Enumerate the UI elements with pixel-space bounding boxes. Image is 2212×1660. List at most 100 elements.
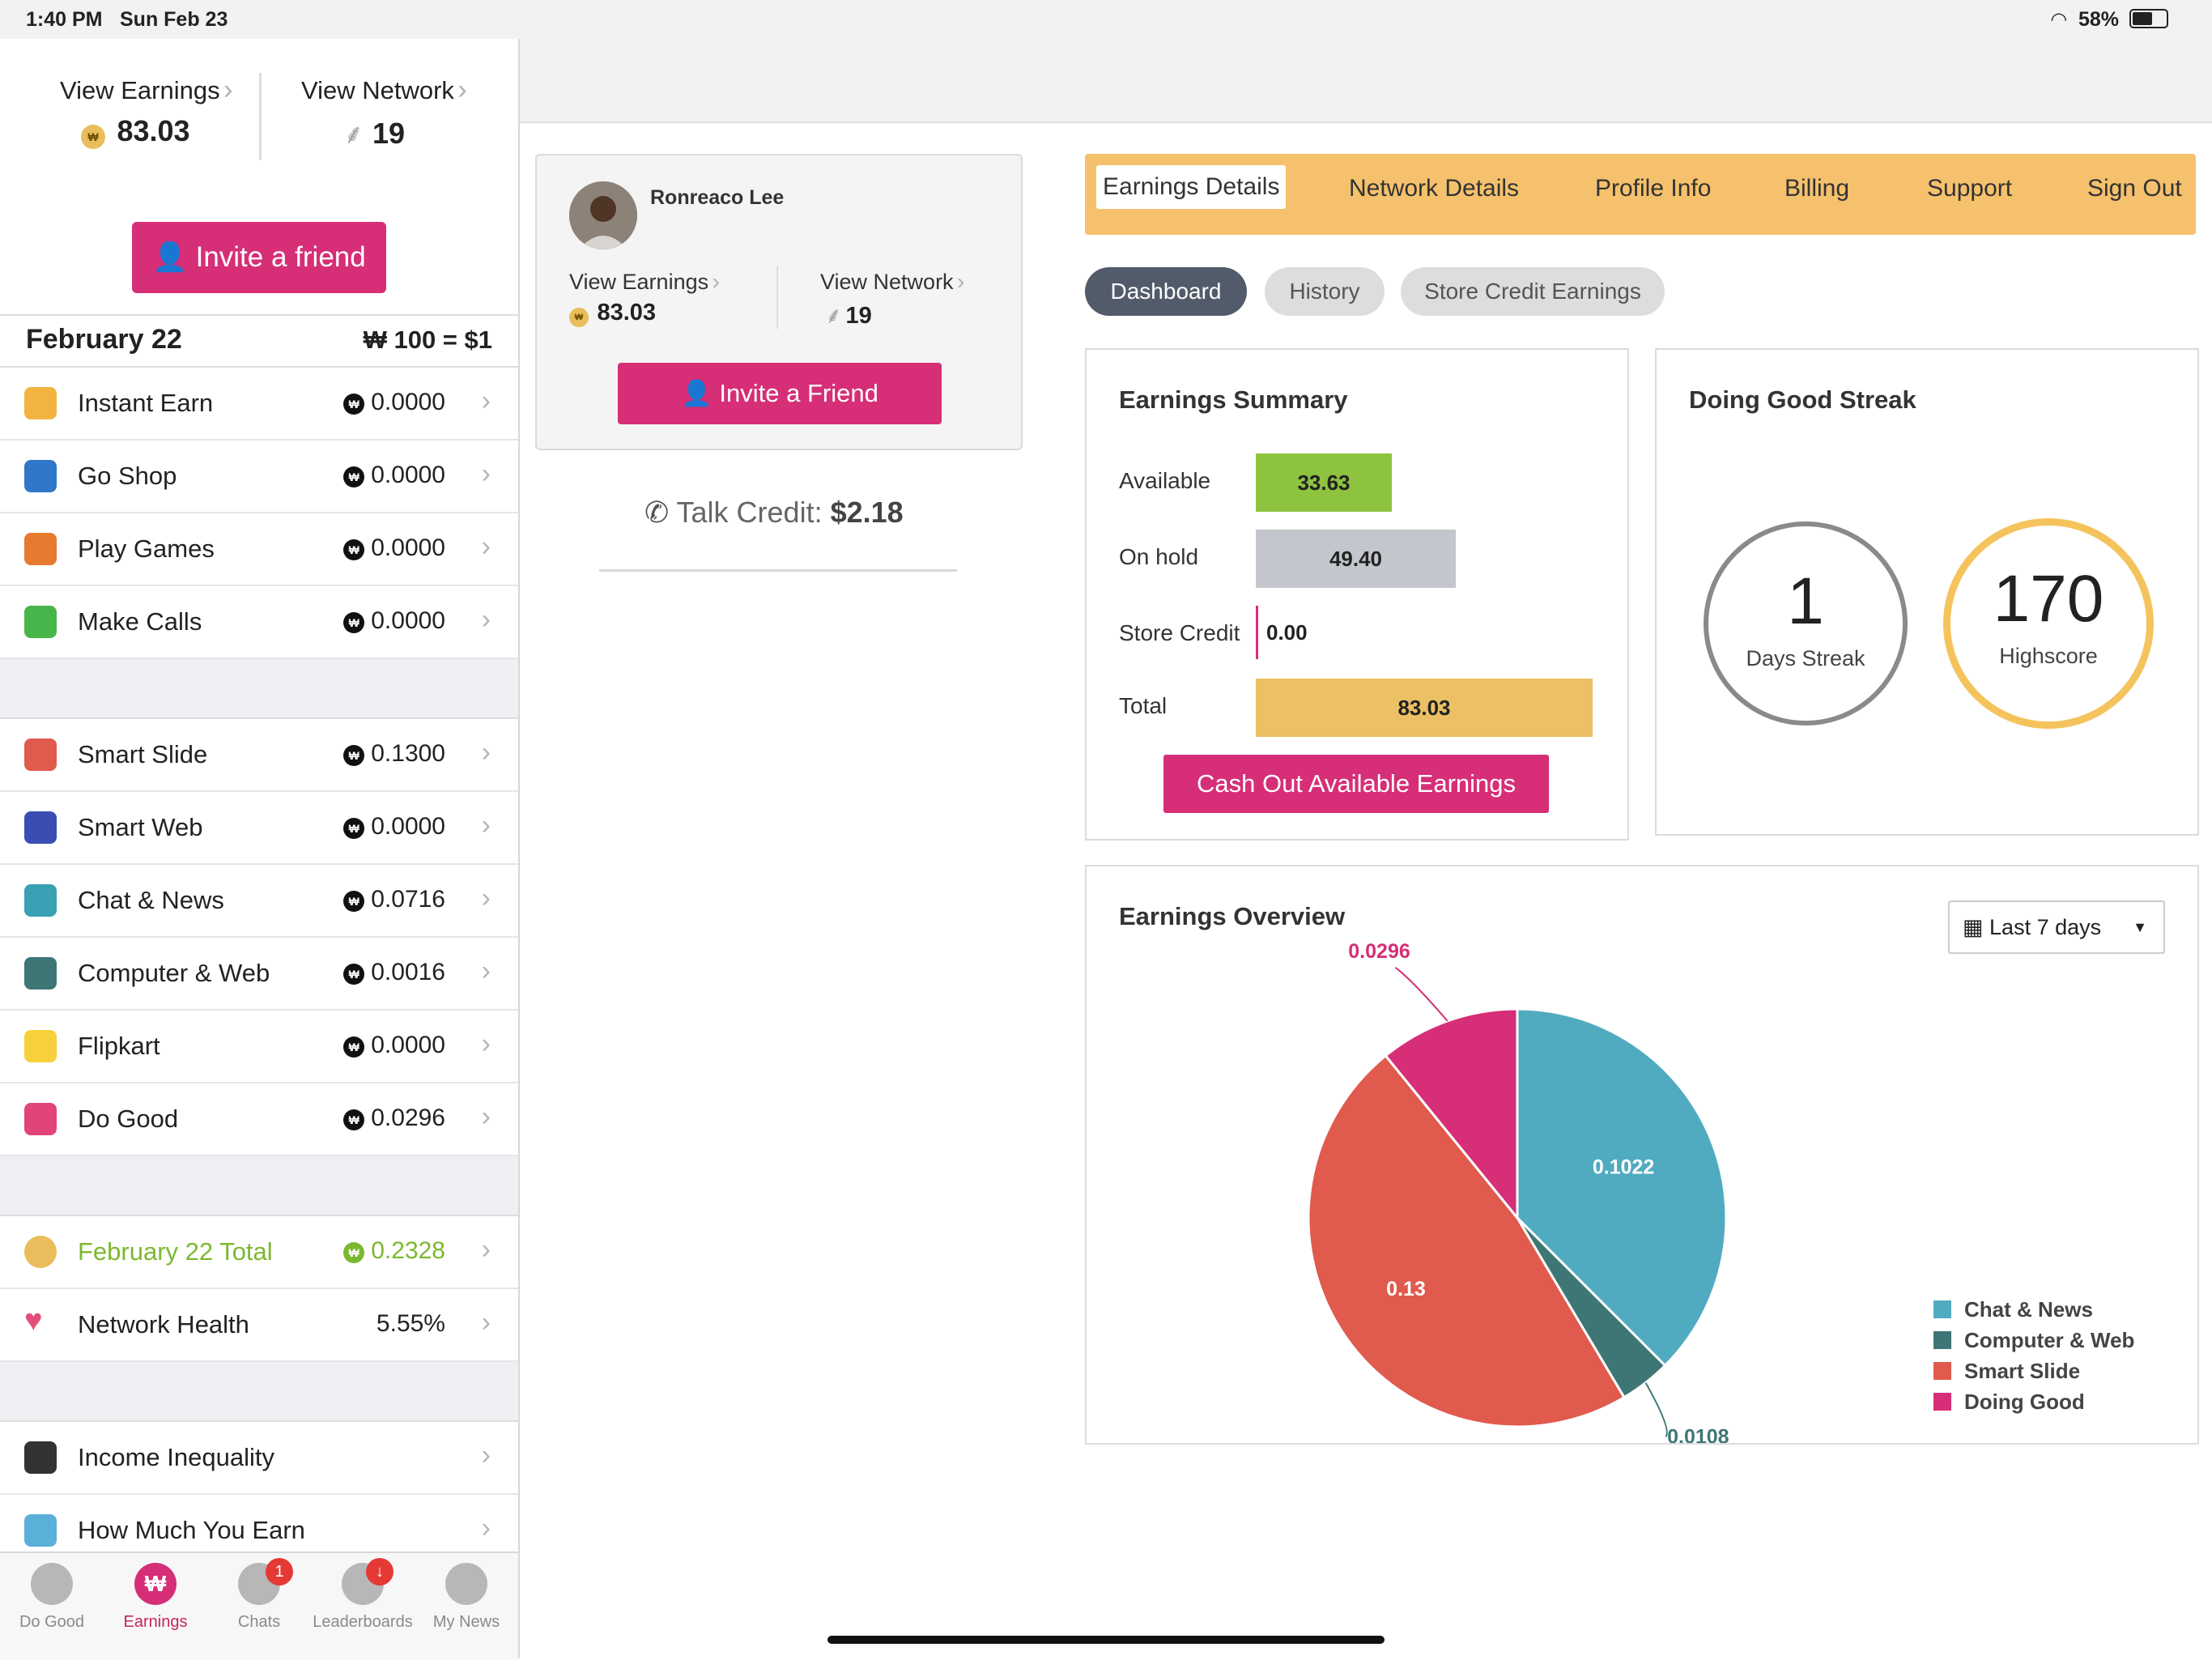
pill-dashboard[interactable]: Dashboard [1085, 267, 1247, 316]
list-item-label: Do Good [78, 1105, 179, 1133]
profile-view-network-link[interactable]: View Network › ⸙ 19 [820, 269, 964, 330]
tab-do-good[interactable]: Do Good [0, 1563, 104, 1632]
total-value: ₩0.2328 [343, 1237, 445, 1265]
view-earnings-link[interactable]: View Earnings › ₩ 83.03 [60, 74, 232, 149]
won-icon: ₩ [343, 818, 365, 839]
nav-billing[interactable]: Billing [1784, 175, 1850, 202]
list-item[interactable]: Smart Slide ₩0.1300 › [0, 719, 518, 792]
status-date: Sun Feb 23 [120, 8, 228, 31]
list-item-value: ₩0.0000 [343, 389, 445, 416]
chevron-right-icon: › [481, 883, 491, 913]
pill-store-credit-earnings[interactable]: Store Credit Earnings [1401, 267, 1665, 316]
on-hold-label: On hold [1119, 544, 1199, 569]
days-streak-ring: 1 Days Streak [1704, 521, 1908, 726]
pie-slice-label: 0.0108 [1667, 1425, 1729, 1443]
list-item[interactable]: Do Good ₩0.0296 › [0, 1083, 518, 1156]
rate-label: ₩ 100 = $1 [363, 326, 492, 354]
won-icon: ₩ [343, 745, 365, 766]
home-indicator [827, 1636, 1385, 1644]
content-header [520, 39, 2212, 123]
coins-icon [24, 1236, 57, 1268]
store-credit-bar [1256, 606, 1258, 659]
pie-slice-label: 0.13 [1386, 1278, 1426, 1300]
phone-icon [24, 606, 57, 638]
pie-slice-label: 0.1022 [1593, 1156, 1654, 1179]
network-health-row[interactable]: ♥ Network Health 5.55% › [0, 1289, 518, 1362]
nav-earnings-details[interactable]: Earnings Details [1096, 165, 1287, 209]
legend-swatch [1933, 1300, 1951, 1318]
stat-divider [776, 266, 778, 329]
day-total-row[interactable]: February 22 Total ₩0.2328 › [0, 1216, 518, 1289]
list-item-value: ₩0.0000 [343, 813, 445, 841]
heart-hands-icon [31, 1563, 73, 1605]
legend-item: Smart Slide [1933, 1359, 2080, 1384]
value-text: 0.0000 [371, 389, 445, 415]
network-health-value: 5.55% [376, 1310, 445, 1337]
invite-friend-button-card[interactable]: 👤 Invite a Friend [618, 363, 942, 424]
calendar-icon: ▦ [1963, 915, 1984, 939]
invite-friend-card-label: Invite a Friend [719, 379, 878, 407]
nav-profile-info[interactable]: Profile Info [1595, 175, 1712, 202]
tab-chats[interactable]: 1 Chats [207, 1558, 311, 1632]
day-title: February 22 [26, 324, 182, 355]
list-item[interactable]: Chat & News ₩0.0716 › [0, 865, 518, 938]
chevron-right-icon: › [481, 737, 491, 768]
tab-label: Chats [237, 1613, 281, 1631]
avatar[interactable] [569, 181, 637, 249]
pie-slice[interactable] [1307, 1053, 1627, 1428]
profile-name: Ronreaco Lee [650, 186, 785, 209]
chevron-right-icon: › [712, 269, 720, 294]
available-label: Available [1119, 468, 1211, 493]
top-nav: Earnings Details Network Details Profile… [1085, 154, 2196, 235]
on-hold-bar: 49.40 [1256, 530, 1456, 588]
talk-credit: ✆ Talk Credit: $2.18 [644, 496, 904, 530]
value-text: 0.0716 [371, 886, 445, 913]
view-network-link[interactable]: View Network › ⸙ 19 [301, 74, 467, 151]
pie-leader-line [1394, 966, 1448, 1022]
tab-my-news[interactable]: My News [415, 1563, 518, 1632]
nav-network-details[interactable]: Network Details [1349, 175, 1520, 202]
invite-friend-button[interactable]: 👤 Invite a friend [132, 222, 386, 293]
list-item[interactable]: Instant Earn ₩0.0000 › [0, 368, 518, 441]
pie-slice[interactable] [1384, 1007, 1519, 1222]
add-person-icon: 👤 [152, 241, 188, 273]
chevron-right-icon: › [481, 956, 491, 986]
nav-sign-out[interactable]: Sign Out [2087, 175, 2182, 202]
invite-friend-label: Invite a friend [195, 241, 366, 273]
pill-history[interactable]: History [1265, 267, 1385, 316]
chats-badge: 1 [266, 1558, 293, 1586]
date-range-select[interactable]: ▦ Last 7 days ▼ [1948, 900, 2165, 954]
tab-leaderboards[interactable]: ↓ Leaderboards [311, 1558, 415, 1632]
list-item[interactable]: Computer & Web ₩0.0016 › [0, 938, 518, 1011]
store-credit-label: Store Credit [1119, 620, 1240, 645]
cash-out-button[interactable]: Cash Out Available Earnings [1163, 755, 1549, 813]
list-item-value: ₩0.0000 [343, 1032, 445, 1059]
chevron-right-icon: › [481, 1028, 491, 1059]
list-item[interactable]: Go Shop ₩0.0000 › [0, 441, 518, 513]
profile-view-earnings-link[interactable]: View Earnings › ₩ 83.03 [569, 269, 720, 327]
chat-news-icon [24, 884, 57, 917]
pie-slice[interactable] [1516, 1007, 1728, 1368]
pie-chart: 0.1022 0.0108 0.13 0.0296 [1307, 940, 1729, 1443]
sidebar: View Earnings › ₩ 83.03 View Network › ⸙… [0, 39, 520, 1658]
status-battery: ◠ 58% [2052, 8, 2168, 32]
nav-support[interactable]: Support [1927, 175, 2013, 202]
feather-icon: ⸙ [825, 303, 843, 328]
section-gap [0, 1362, 518, 1422]
store-credit-value: 0.00 [1266, 620, 1308, 645]
chevron-right-icon: › [481, 458, 491, 489]
legend-swatch [1933, 1331, 1951, 1349]
list-item[interactable]: Make Calls ₩0.0000 › [0, 586, 518, 659]
chevron-right-icon: › [481, 385, 491, 416]
list-item[interactable]: Smart Web ₩0.0000 › [0, 792, 518, 865]
value-text: 0.0000 [371, 462, 445, 488]
list-item[interactable]: Income Inequality › [0, 1422, 518, 1495]
list-item[interactable]: Play Games ₩0.0000 › [0, 513, 518, 586]
legend-label: Doing Good [1964, 1390, 2085, 1414]
won-icon: ₩ [343, 394, 365, 415]
list-item-label: How Much You Earn [78, 1516, 305, 1544]
list-item-value: ₩0.0296 [343, 1105, 445, 1132]
list-item-label: Flipkart [78, 1032, 160, 1060]
list-item[interactable]: Flipkart ₩0.0000 › [0, 1011, 518, 1083]
tab-earnings[interactable]: ₩ Earnings [104, 1563, 207, 1632]
